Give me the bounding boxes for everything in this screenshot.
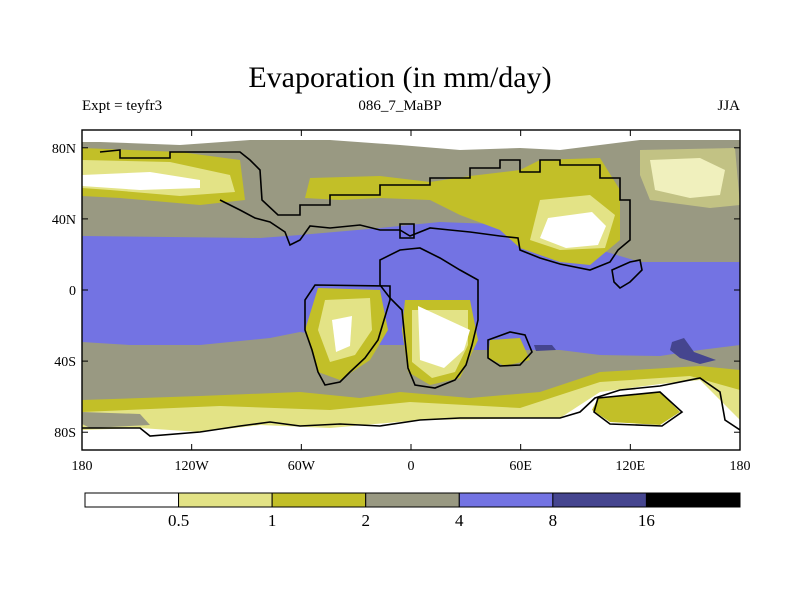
colorbar-label: 2 <box>361 511 370 530</box>
y-tick-label: 0 <box>69 284 76 299</box>
africa-dryest <box>418 306 470 368</box>
colorbar-swatch <box>178 492 273 508</box>
chart-title: Evaporation (in mm/day) <box>248 61 552 94</box>
north-dry-region <box>82 172 200 190</box>
x-tick-label: 60E <box>509 459 532 474</box>
antarctic-coastline <box>82 377 740 437</box>
colorbar-swatch <box>365 492 460 508</box>
x-tick-label: 0 <box>408 459 415 474</box>
x-tick-label: 180 <box>72 459 93 474</box>
africa-coastline <box>379 247 479 389</box>
y-tick-label: 80S <box>54 426 76 441</box>
south-low-band <box>592 392 680 425</box>
antarctic-coastline <box>593 391 684 427</box>
colorbar-swatch <box>84 492 180 508</box>
colorbar-label: 8 <box>549 511 558 530</box>
south-gray-patch <box>82 412 150 428</box>
y-tick-label: 80N <box>52 142 76 157</box>
map-field <box>82 130 740 450</box>
high-evaporation-spot <box>670 338 716 364</box>
colorbar: 0.5 1 2 4 8 16 <box>84 492 741 530</box>
experiment-label: Expt = teyfr3 <box>82 98 163 114</box>
colorbar-swatch <box>271 492 367 508</box>
colorbar-label: 16 <box>638 511 655 530</box>
north-continent-coastline <box>99 149 631 271</box>
south-dry-region <box>82 380 740 450</box>
colorbar-label: 0.5 <box>168 511 189 530</box>
northeast-low-band <box>640 148 740 208</box>
season-label: JJA <box>717 98 740 114</box>
high-evaporation-spot <box>534 345 556 351</box>
axes: 180 120W 60W 0 60E 120E 180 80N 40N 0 40S 80S <box>52 130 751 474</box>
north-continent-dryest <box>540 212 606 248</box>
coastlines <box>82 149 740 437</box>
x-tick-label: 120W <box>175 459 210 474</box>
x-tick-label: 60W <box>288 459 316 474</box>
south-america-coastline <box>304 284 391 386</box>
age-label: 086_7_MaBP <box>358 98 442 114</box>
colorbar-label: 4 <box>455 511 464 530</box>
north-dry-region <box>82 130 740 150</box>
y-tick-label: 40S <box>54 355 76 370</box>
colorbar-swatch <box>645 492 741 508</box>
colorbar-label: 1 <box>268 511 277 530</box>
x-tick-label: 180 <box>730 459 751 474</box>
australia-interior <box>488 338 530 366</box>
colorbar-swatch <box>458 492 554 508</box>
colorbar-swatch <box>552 492 647 508</box>
australia-coastline <box>487 331 533 367</box>
island-coastline <box>399 223 415 239</box>
island-coastline <box>611 259 643 290</box>
x-tick-label: 120E <box>616 459 646 474</box>
y-tick-label: 40N <box>52 213 76 228</box>
south-america-dryest <box>332 316 352 352</box>
